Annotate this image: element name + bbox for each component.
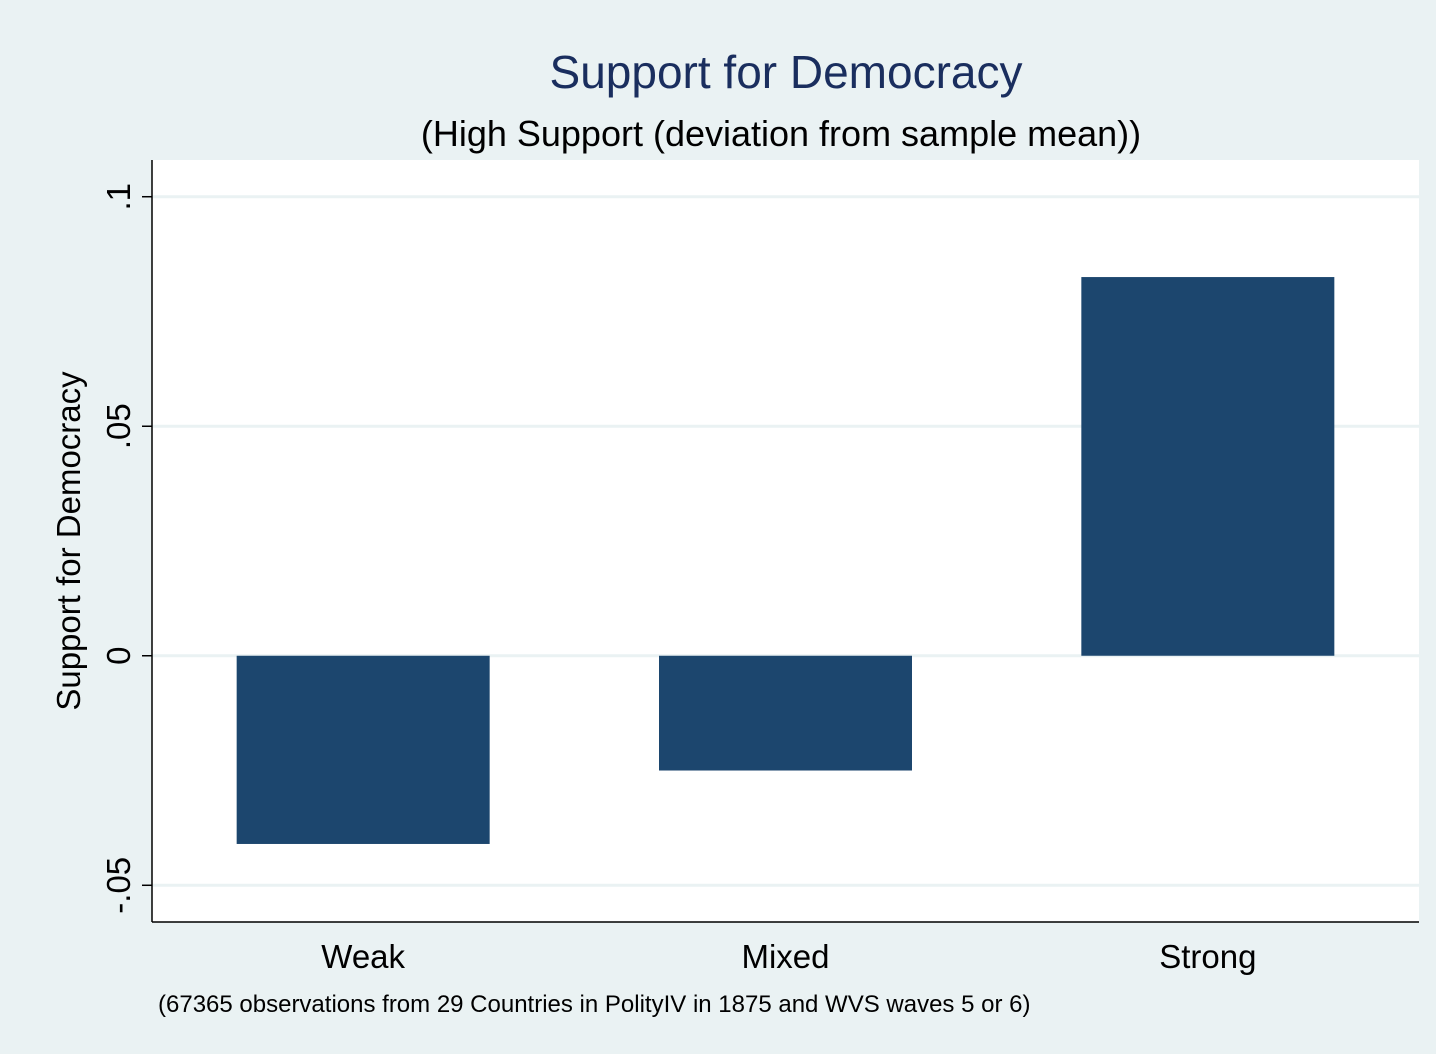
bar-mixed <box>659 655 912 771</box>
y-tick-label: .05 <box>100 403 137 449</box>
y-tick-label: 0 <box>100 647 137 665</box>
axes <box>151 160 1419 923</box>
x-tick-label: Mixed <box>741 938 829 975</box>
y-tick-label: -.05 <box>100 857 137 914</box>
chart-note: (67365 observations from 29 Countries in… <box>158 991 1030 1018</box>
x-axis-ticks: Weak Mixed Strong <box>321 938 1256 975</box>
bars <box>236 277 1335 844</box>
x-tick-label: Weak <box>321 938 405 975</box>
y-tick-label: .1 <box>100 183 137 211</box>
chart-title: Support for Democracy <box>550 46 1023 98</box>
x-tick-label: Strong <box>1159 938 1256 975</box>
bar-weak <box>236 655 490 844</box>
y-axis-ticks: -.05 0 .05 .1 <box>100 183 152 914</box>
y-axis-title: Support for Democracy <box>50 371 87 711</box>
chart-subtitle: (High Support (deviation from sample mea… <box>421 113 1141 154</box>
bar-strong <box>1081 277 1335 656</box>
